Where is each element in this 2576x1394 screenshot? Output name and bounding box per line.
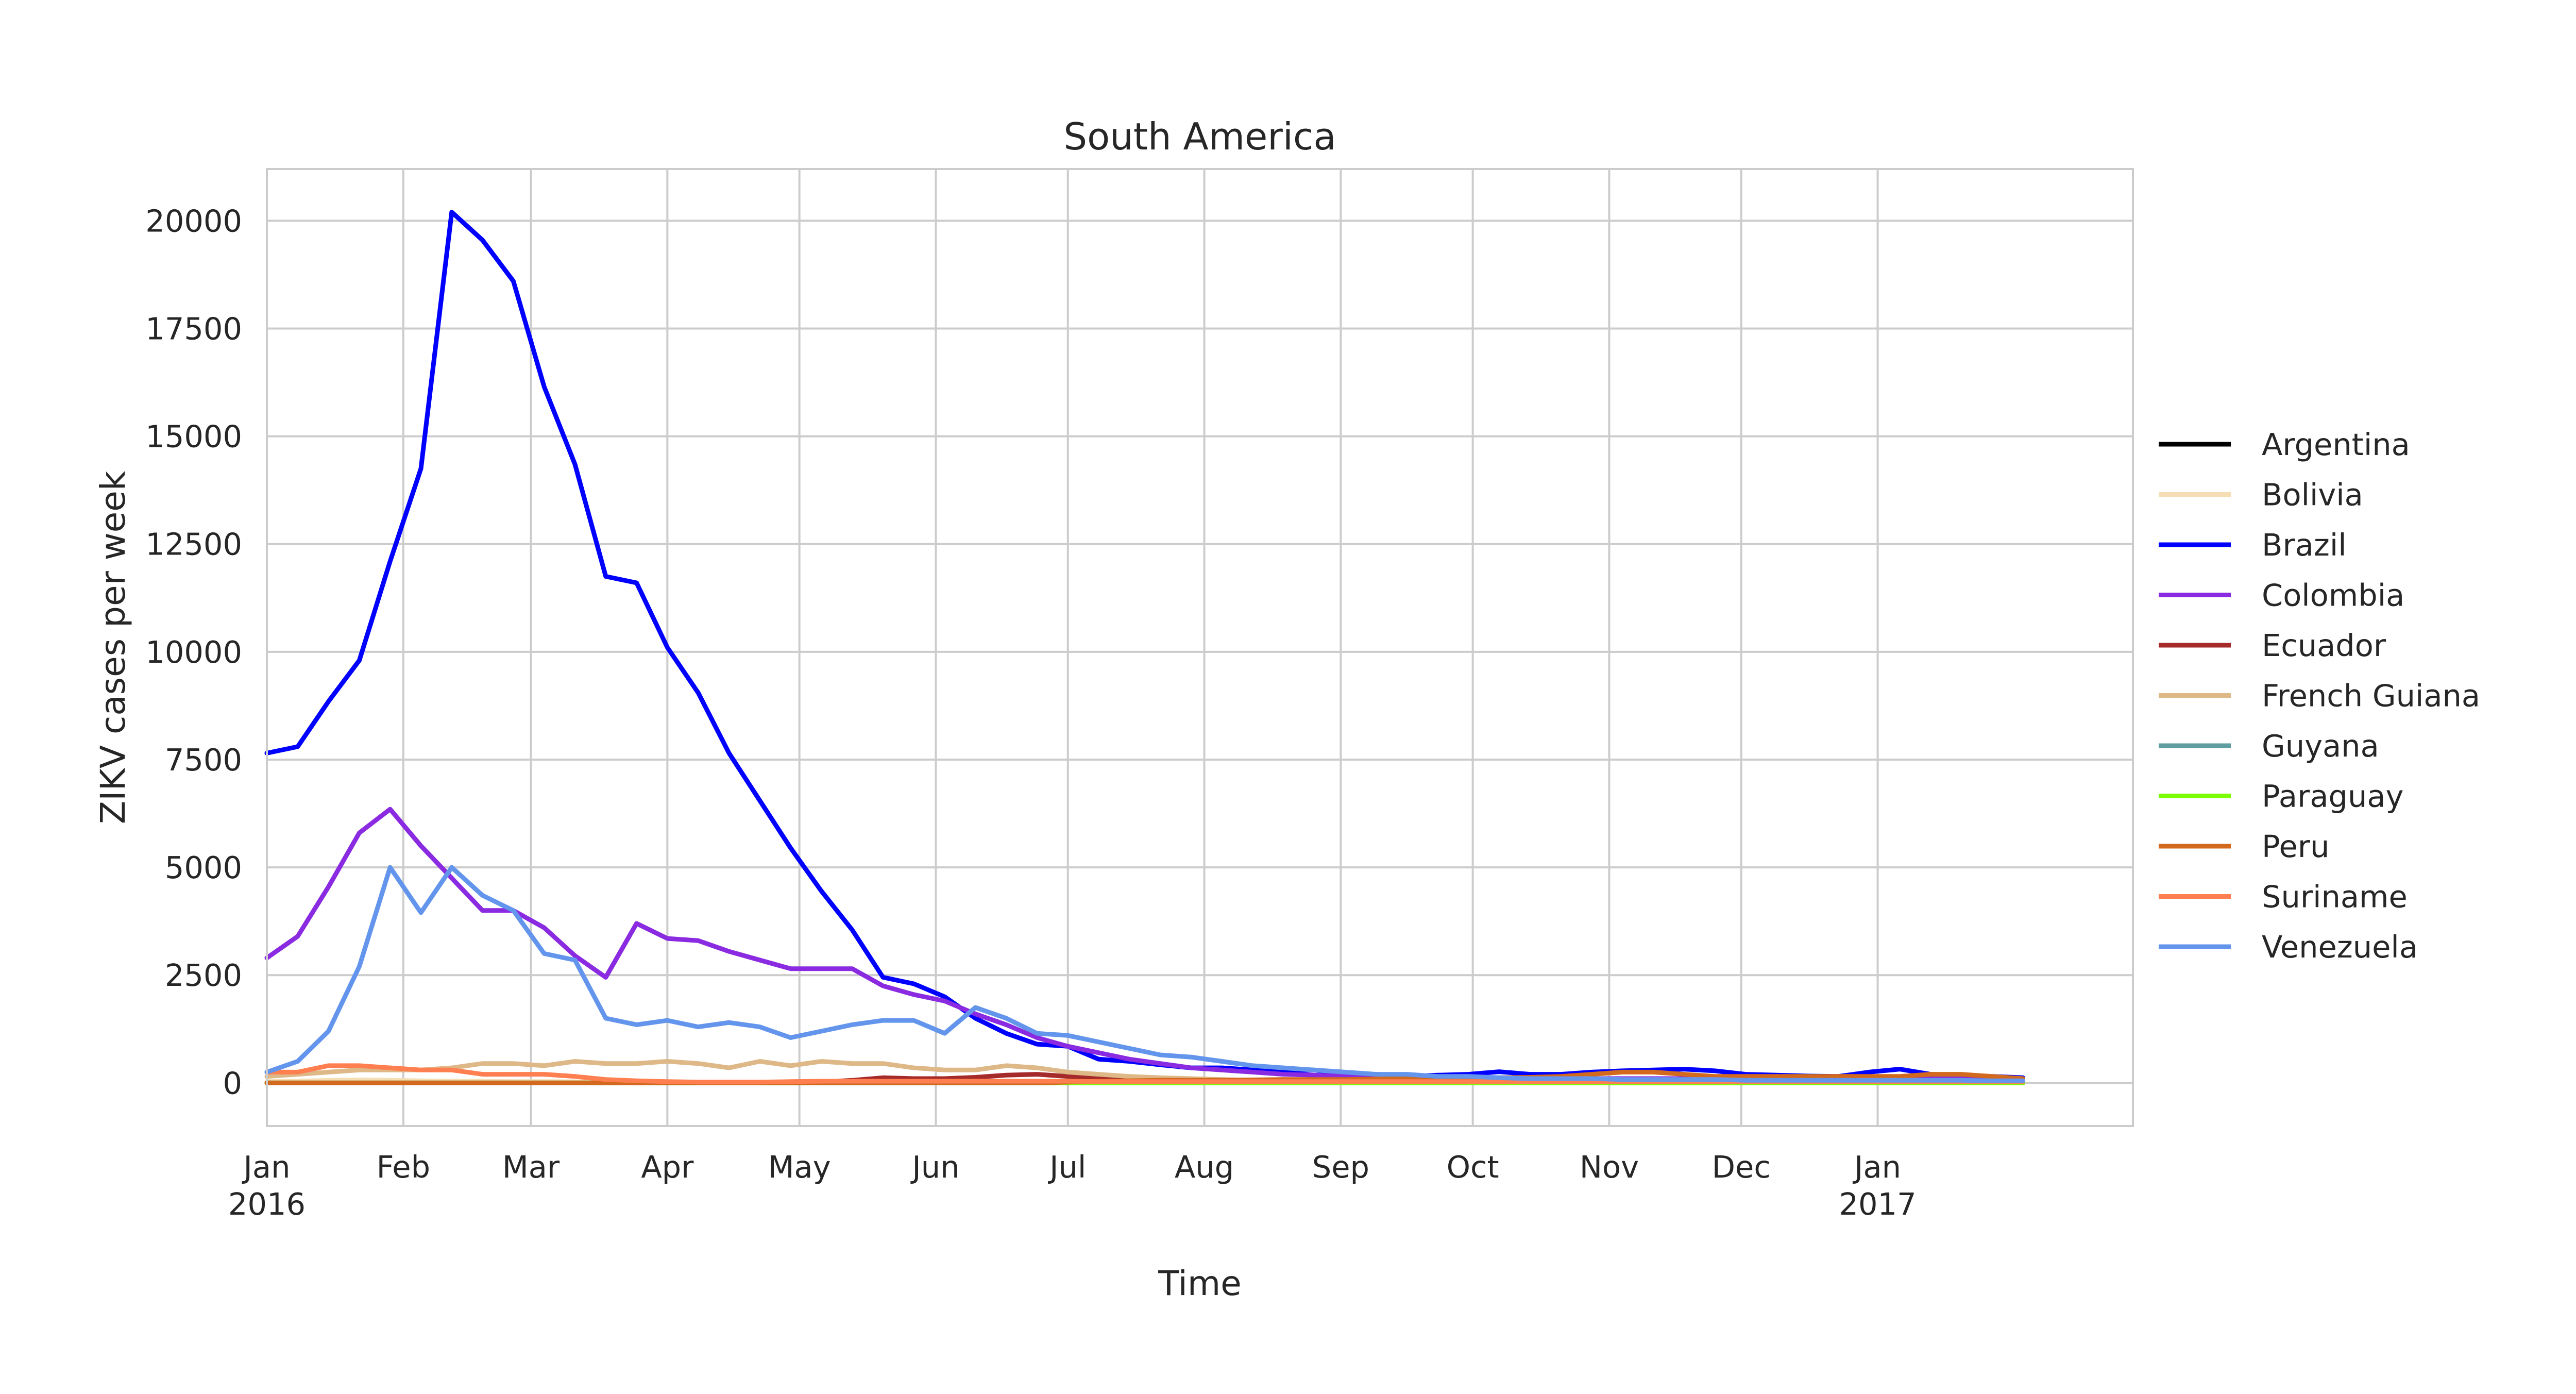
x-tick-label: Mar (502, 1149, 560, 1185)
x-tick-label: Feb (377, 1149, 430, 1185)
y-tick-label: 15000 (145, 419, 242, 455)
x-tick-label: Jan 2017 (1839, 1149, 1916, 1222)
x-tick-label: Aug (1175, 1149, 1234, 1185)
y-tick-label: 2500 (165, 958, 242, 993)
y-tick-label: 12500 (145, 527, 242, 562)
legend-label-peru: Peru (2262, 829, 2329, 864)
legend-label-venezuela: Venezuela (2262, 929, 2418, 965)
legend-label-guyana: Guyana (2262, 728, 2379, 764)
legend-label-paraguay: Paraguay (2262, 779, 2403, 814)
legend-label-suriname: Suriname (2262, 879, 2408, 915)
y-tick-labels: 0 2500 5000 7500 10000 12500 15000 17500 20000 (145, 203, 242, 1101)
legend-label-brazil: Brazil (2262, 527, 2347, 563)
x-axis-label: Time (1158, 1264, 1242, 1303)
y-tick-label: 0 (223, 1065, 242, 1101)
series-layer (264, 210, 2025, 1085)
x-tick-label: Jun (910, 1149, 959, 1185)
legend-label-ecuador: Ecuador (2262, 628, 2386, 663)
x-tick-label: Sep (1312, 1149, 1369, 1185)
legend-label-bolivia: Bolivia (2262, 477, 2363, 513)
x-tick-label: Oct (1447, 1149, 1499, 1185)
legend-label-argentina: Argentina (2262, 427, 2410, 462)
legend-label-french-guiana: French Guiana (2262, 678, 2480, 714)
plot-frame (266, 168, 2134, 1127)
y-tick-label: 20000 (145, 203, 242, 239)
x-tick-label: May (768, 1149, 831, 1185)
y-tick-label: 5000 (165, 850, 242, 885)
y-tick-label: 7500 (165, 742, 242, 778)
x-tick-label: Dec (1712, 1149, 1771, 1185)
x-tick-label: Nov (1580, 1149, 1639, 1185)
y-tick-label: 10000 (145, 634, 242, 670)
chart-title: South America (1063, 115, 1336, 158)
legend-label-colombia: Colombia (2262, 578, 2404, 613)
x-tick-label: Jan 2016 (228, 1149, 306, 1222)
x-tick-label: Jul (1047, 1149, 1086, 1185)
y-tick-label: 17500 (145, 311, 242, 347)
x-tick-labels: Jan 2016 Feb Mar Apr May Jun Jul Aug Sep Oct Nov Dec… (228, 1149, 1917, 1222)
y-axis-label: ZIKV cases per week (93, 471, 133, 824)
series-line-venezuela (264, 865, 2025, 1083)
x-tick-label: Apr (641, 1149, 694, 1185)
legend: Argentina Bolivia Brazil Colombia Ecuador Fre… (2159, 427, 2480, 965)
